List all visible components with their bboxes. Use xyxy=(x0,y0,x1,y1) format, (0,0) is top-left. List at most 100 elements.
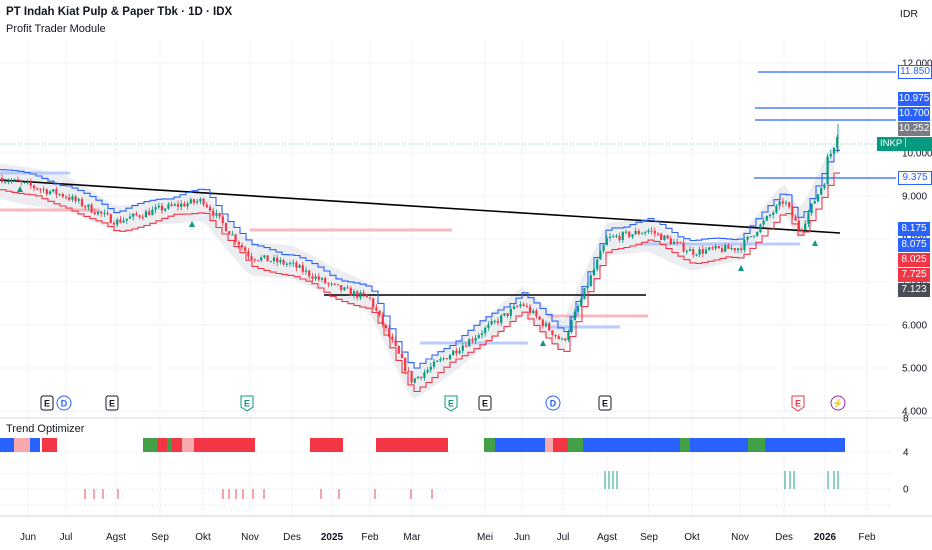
candle-body xyxy=(640,233,644,235)
candle-body xyxy=(733,248,736,251)
cloud-band xyxy=(0,141,834,400)
event-marker: E xyxy=(598,395,612,411)
candle-body xyxy=(468,339,471,347)
candle-body xyxy=(602,245,605,251)
candle-body xyxy=(148,211,151,216)
trend-strip-segment xyxy=(172,438,182,452)
price-tag: 10.700 xyxy=(898,107,930,121)
candle-body xyxy=(112,222,116,225)
trend-strip-segment xyxy=(215,438,232,452)
candle-body xyxy=(669,238,672,245)
candle-body xyxy=(605,237,608,246)
candle-body xyxy=(359,292,362,298)
candle-body xyxy=(551,330,554,335)
candle-body xyxy=(720,248,724,252)
event-label: D xyxy=(61,399,68,409)
candle-body xyxy=(516,306,519,308)
candle-body xyxy=(816,194,820,202)
candle-body xyxy=(304,270,308,272)
trend-optimizer-panel: 8 4 0 xyxy=(0,414,909,506)
price-tag: 10.252 xyxy=(898,122,930,136)
candle-body xyxy=(762,220,765,225)
candle-body xyxy=(756,232,759,236)
candle-body xyxy=(583,288,586,299)
event-icon xyxy=(40,395,54,411)
candle-body xyxy=(480,333,484,336)
trend-strip-segment xyxy=(194,438,215,452)
candle-body xyxy=(618,236,621,241)
trend-strip-segment xyxy=(680,438,690,452)
event-label: E xyxy=(448,399,454,409)
candle-body xyxy=(653,230,656,234)
candle-body xyxy=(666,235,669,239)
event-marker: E xyxy=(478,395,492,411)
candle-body xyxy=(429,366,432,370)
candle-body xyxy=(439,359,442,361)
event-icon xyxy=(56,395,72,411)
candle-body xyxy=(103,212,106,214)
trend-strip-segment xyxy=(484,438,495,452)
indicator-name[interactable]: Profit Trader Module xyxy=(6,23,106,35)
trend-strip-segment xyxy=(182,438,194,452)
candle-body xyxy=(362,292,365,295)
candle-body xyxy=(461,345,464,351)
candle-body xyxy=(548,323,551,331)
candle-body xyxy=(445,358,448,360)
candle-body xyxy=(676,241,679,243)
candle-body xyxy=(138,215,141,218)
candle-body xyxy=(663,235,666,240)
candle-body xyxy=(650,230,653,232)
candle-body xyxy=(173,204,176,206)
candle-body xyxy=(260,257,263,261)
candle-body xyxy=(100,211,103,214)
candle-body xyxy=(13,179,16,181)
x-tick-label: Nov xyxy=(241,532,259,543)
candle-body xyxy=(39,189,42,191)
sub-y-tick-label: 0 xyxy=(903,485,909,496)
candle-body xyxy=(599,250,602,260)
candle-body xyxy=(269,261,272,263)
candle-body xyxy=(36,188,39,190)
candle-body xyxy=(807,212,810,224)
candle-body xyxy=(557,336,560,339)
event-markers[interactable]: E D E E E E D E E ⚡ xyxy=(17,186,846,412)
candle-body xyxy=(10,180,13,182)
event-label: E xyxy=(44,399,50,409)
currency-label[interactable]: IDR xyxy=(899,8,918,20)
event-marker: E xyxy=(40,395,54,411)
candle-body xyxy=(656,233,660,235)
candle-body xyxy=(349,288,352,296)
price-tag: 8.175 xyxy=(898,222,930,236)
candle-body xyxy=(231,234,234,236)
candle-body xyxy=(109,214,112,223)
candle-body xyxy=(580,298,583,307)
trend-strip-segment xyxy=(748,438,765,452)
candle-body xyxy=(400,353,404,358)
candle-body xyxy=(471,339,474,341)
candle-body xyxy=(176,204,180,207)
event-label: ⚡ xyxy=(832,398,843,410)
candle-body xyxy=(644,232,647,234)
symbol-title[interactable]: PT Indah Kiat Pulp & Paper Tbk · 1D · ID… xyxy=(6,6,233,18)
buy-arrow-icon xyxy=(812,240,818,246)
candle-body xyxy=(800,229,804,231)
candle-body xyxy=(90,204,93,213)
candle-body xyxy=(282,260,285,265)
candle-body xyxy=(730,248,733,250)
candle-body xyxy=(340,285,343,291)
candle-body xyxy=(740,248,743,251)
trend-optimizer-title[interactable]: Trend Optimizer xyxy=(6,423,85,435)
candle-body xyxy=(26,182,29,184)
candle-body xyxy=(218,213,221,217)
candle-body xyxy=(570,320,573,332)
candle-body xyxy=(746,236,749,240)
x-tick-label: Des xyxy=(283,532,301,543)
candle-body xyxy=(717,246,720,249)
x-tick-label: Jul xyxy=(60,532,73,543)
candle-body xyxy=(301,265,304,272)
candle-body xyxy=(266,255,269,262)
candle-body xyxy=(250,256,253,260)
candle-body xyxy=(237,241,240,245)
event-label: E xyxy=(795,399,801,409)
